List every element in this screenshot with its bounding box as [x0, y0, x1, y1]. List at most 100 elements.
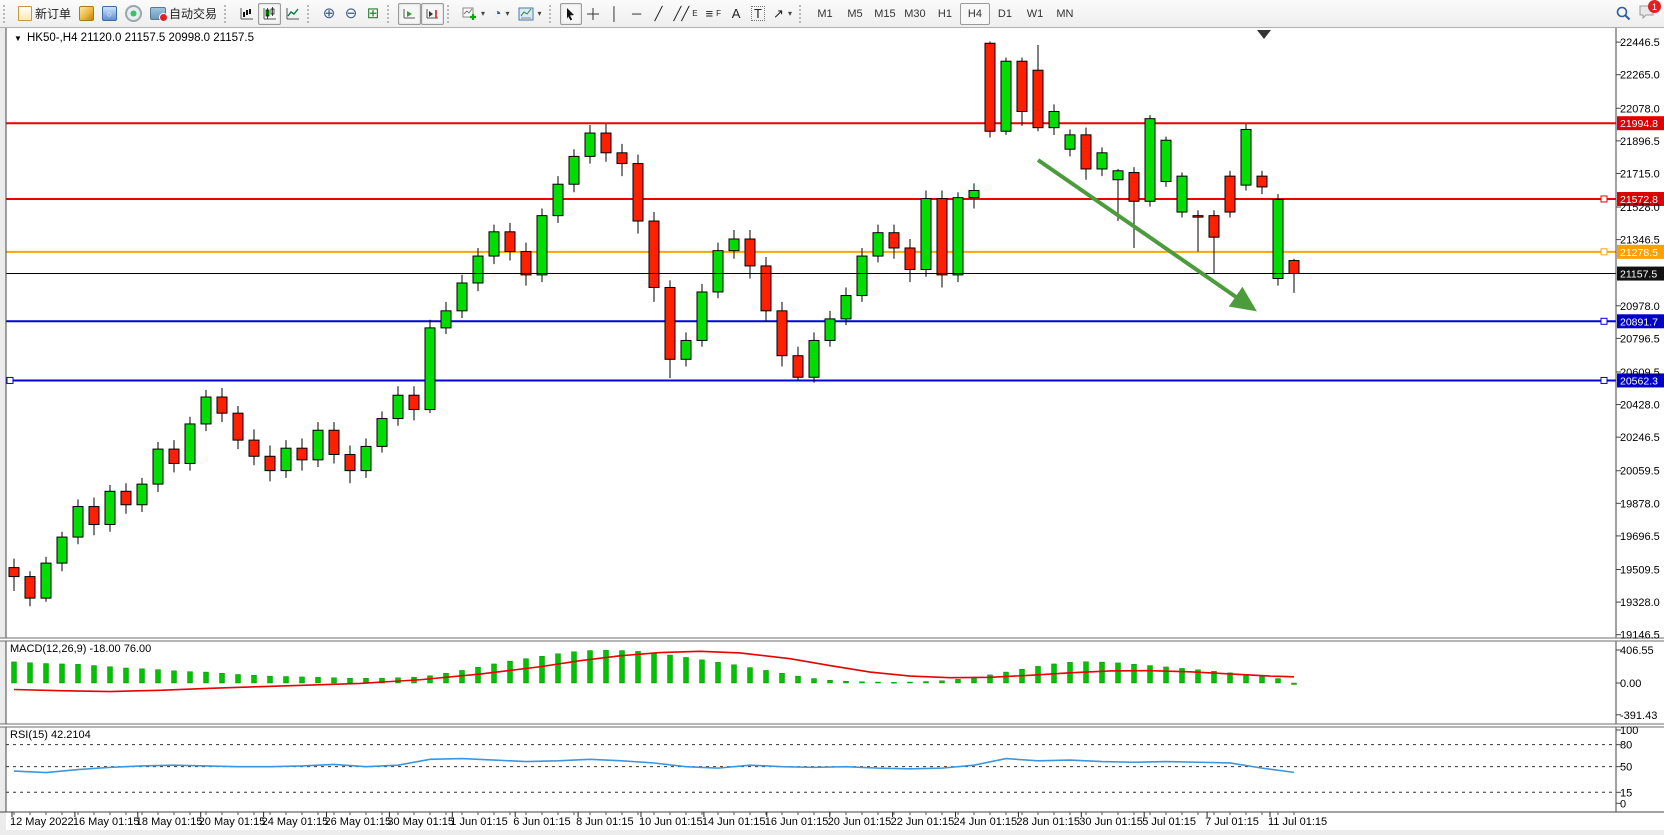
auto-scroll-button[interactable] — [398, 2, 422, 25]
notifications-button[interactable]: 1 — [1638, 0, 1661, 23]
svg-text:21528.0: 21528.0 — [1620, 202, 1660, 214]
target-icon — [125, 5, 143, 22]
arrows-icon: ↗ — [773, 6, 784, 21]
toolbar-grip[interactable] — [798, 4, 806, 23]
overlays: 21994.8 21572.8 21278.5 21157.5 20891.7 20562… — [6, 30, 1664, 388]
timeframe-d1[interactable]: D1 — [997, 7, 1012, 20]
fibonacci-tool-button[interactable]: ≡ F — [702, 3, 725, 25]
time-label: 16 May 01:15 — [73, 816, 140, 828]
line-chart-icon — [286, 8, 300, 20]
trend-arrow[interactable] — [1036, 158, 1257, 312]
svg-text:15: 15 — [1620, 787, 1632, 799]
timeframe-h4[interactable]: H4 — [959, 2, 990, 25]
line-chart-button[interactable] — [281, 3, 304, 25]
price-badge — [1617, 116, 1664, 131]
timeframe-mn[interactable]: MN — [1056, 7, 1074, 20]
time-label: 28 Jun 01:15 — [1016, 816, 1080, 828]
timeframe-m30[interactable]: M30 — [904, 7, 926, 20]
auto-trading-button[interactable]: 自动交易 — [146, 3, 221, 25]
time-label: 30 May 01:15 — [387, 816, 454, 828]
text-tool-button[interactable]: A — [725, 3, 747, 25]
crosshair-tool-button[interactable] — [582, 3, 604, 25]
timeframe-m5[interactable]: M5 — [847, 7, 863, 20]
timeframe-h1[interactable]: H1 — [937, 7, 952, 20]
trendline-icon: ╱ — [654, 6, 663, 21]
zoom-out-button[interactable]: ⊖ — [340, 3, 362, 25]
svg-text:20609.5: 20609.5 — [1620, 367, 1660, 379]
symbol-dropdown-icon[interactable]: ▼ — [14, 34, 22, 43]
zoom-in-button[interactable]: ⊕ — [318, 3, 340, 25]
svg-text:21346.5: 21346.5 — [1620, 235, 1660, 247]
channel-tool-button[interactable]: ╱╱ E — [670, 3, 702, 25]
equidistant-channel-icon: ╱╱ — [673, 6, 690, 21]
svg-text:19146.5: 19146.5 — [1620, 630, 1660, 642]
timeframe-w1[interactable]: W1 — [1026, 7, 1044, 20]
dropdown-caret-icon: ▾ — [537, 9, 542, 18]
rsi-pane: 100 80 50 150 RSI(15) 42.2104 — [6, 725, 1638, 810]
rsi-label: RSI(15) 42.2104 — [10, 729, 91, 741]
time-label: 10 Jun 01:15 — [639, 816, 703, 828]
price-badge — [1617, 244, 1664, 259]
toolbar-grip[interactable] — [224, 4, 231, 23]
time-label: 6 Jun 01:15 — [513, 816, 571, 828]
chart-shift-button[interactable] — [421, 2, 445, 25]
vertical-line-tool-button[interactable]: │ — [604, 3, 626, 25]
svg-text:19878.0: 19878.0 — [1620, 498, 1660, 510]
text-label-tool-button[interactable]: T — [747, 3, 769, 25]
gold-button[interactable] — [75, 3, 98, 25]
svg-text:20428.0: 20428.0 — [1620, 400, 1660, 412]
macd-pane: 406.55 0.00 -391.43 MACD(12,26,9) -18.00 76… — [10, 643, 1657, 722]
text-label-icon: T — [751, 6, 765, 21]
market-window-button[interactable]: ○ — [98, 3, 121, 25]
gold-icon — [79, 6, 95, 21]
time-label: 20 Jun 01:15 — [828, 816, 892, 828]
new-order-button[interactable]: 新订单 — [14, 3, 75, 25]
time-label: 14 Jun 01:15 — [702, 816, 766, 828]
candlestick-icon — [263, 7, 277, 20]
time-label: 20 May 01:15 — [199, 816, 266, 828]
toolbar-grip[interactable] — [307, 4, 314, 23]
bar-chart-button[interactable] — [235, 3, 258, 25]
trendline-tool-button[interactable]: ╱ — [648, 3, 670, 25]
svg-text:20978.0: 20978.0 — [1620, 301, 1660, 313]
templates-button[interactable]: ▾ — [514, 3, 546, 25]
toolbar-grip[interactable] — [387, 4, 394, 23]
arrows-tool-button[interactable]: ↗ ▾ — [769, 3, 796, 25]
time-label: 24 Jun 01:15 — [954, 816, 1018, 828]
price-badge — [1617, 266, 1664, 281]
horizontal-line-tool-button[interactable]: ─ — [626, 3, 648, 25]
candlestick-chart-button[interactable] — [258, 2, 282, 25]
svg-text:21157.5: 21157.5 — [1620, 269, 1657, 281]
timeframe-m1[interactable]: M1 — [817, 7, 833, 20]
toolbar-grip[interactable] — [3, 4, 10, 23]
cursor-tool-button[interactable] — [559, 2, 582, 25]
candles — [8, 41, 1300, 607]
indicators-add-icon — [462, 7, 477, 20]
cursor-icon — [567, 7, 575, 20]
svg-text:-391.43: -391.43 — [1620, 710, 1657, 722]
text-icon: A — [731, 6, 741, 21]
time-label: 12 May 2022 — [10, 816, 74, 828]
periods-button[interactable]: ◔ ▾ — [489, 3, 513, 25]
dropdown-caret-icon: ▾ — [787, 9, 792, 18]
search-icon[interactable] — [1615, 5, 1632, 22]
time-label: 8 Jun 01:15 — [576, 816, 634, 828]
vertical-line-icon: │ — [610, 6, 619, 21]
indicators-button[interactable]: ▾ — [458, 3, 489, 25]
timeframe-m15[interactable]: M15 — [874, 7, 896, 20]
time-label: 24 May 01:15 — [262, 816, 329, 828]
svg-text:22078.0: 22078.0 — [1620, 103, 1660, 115]
news-button[interactable] — [121, 3, 146, 25]
tile-windows-button[interactable]: ⊞ — [362, 3, 384, 25]
toolbar-grip[interactable] — [447, 4, 454, 23]
toolbar-grip[interactable] — [548, 4, 556, 23]
auto-scroll-icon — [403, 9, 416, 19]
svg-text:50: 50 — [1620, 762, 1632, 774]
svg-text:21896.5: 21896.5 — [1620, 136, 1660, 148]
market-window-icon: ○ — [102, 6, 118, 21]
dropdown-caret-icon: ▾ — [481, 9, 486, 18]
svg-text:21278.5: 21278.5 — [1620, 247, 1658, 259]
time-label: 7 Jul 01:15 — [1205, 816, 1259, 828]
